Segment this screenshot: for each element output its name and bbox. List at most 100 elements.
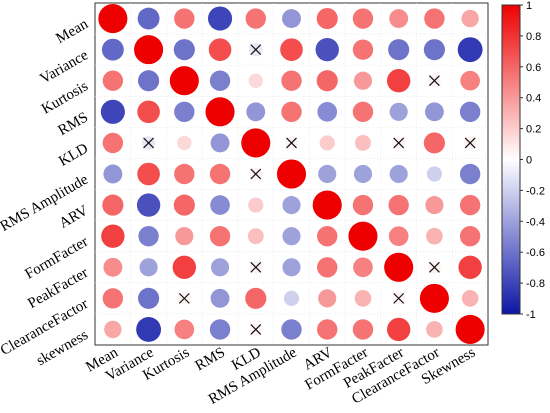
cell-circle [352,319,374,340]
cell-circle [318,289,337,308]
insignificant-mark [250,44,262,56]
cell-circle [459,163,481,185]
cell-circle [169,66,199,96]
cell-circle [174,163,195,185]
insignificant-mark [464,137,476,149]
cell-circle [205,97,235,127]
cell-circle [208,38,232,61]
cell-circle [246,102,266,122]
cell-circle [136,317,162,342]
cell-circle [423,132,445,154]
cell-circle [389,102,408,121]
colorbar-tick-label: -1 [526,309,536,321]
cell-circle [419,283,449,313]
cell-circle [103,257,123,277]
colorbar [501,4,521,315]
cell-circle [102,194,124,216]
cell-circle [137,100,160,124]
cell-circle [459,194,481,216]
cell-circle [281,70,302,91]
colorbar-tick-label: 0.8 [526,31,541,43]
cell-circle [386,317,411,342]
insignificant-mark [250,168,262,180]
cell-circle [317,257,338,278]
cell-circle [103,164,123,184]
cell-circle [388,194,409,216]
cell-circle [280,38,303,61]
cell-circle [352,101,374,123]
row-label: KLD [56,140,91,169]
cell-circle [172,255,197,279]
cell-circle [384,252,414,282]
cell-circle [424,8,445,29]
cell-circle [209,319,231,340]
cell-circle [458,255,482,279]
colorbar-tick-label: 0 [526,155,532,167]
cell-circle [174,319,195,340]
cell-circle [245,8,266,29]
cell-circle [174,8,195,29]
cell-circle [282,258,301,277]
cells [98,4,485,345]
insignificant-mark [393,137,405,149]
cell-circle [455,314,485,345]
cell-circle [104,320,122,339]
cell-circle [283,290,300,306]
cell-circle [318,164,337,184]
row-label: ARV [57,203,92,232]
cell-circle [354,134,371,151]
cell-circle [424,102,444,122]
cell-circle [282,227,301,246]
cell-circle [102,132,124,154]
cell-circle [207,6,233,31]
cell-circle [426,166,442,182]
cell-circle [136,193,161,217]
cell-circle [210,133,230,153]
colorbar-ticks: 1 0.8 0.6 0.4 0.2 0 -0.2 -0.4 -0.6 -0.8 -1 [520,0,545,321]
cell-circle [174,101,195,123]
cell-circle [173,39,195,61]
cell-circle [209,225,231,247]
cell-circle [389,164,408,184]
cell-circle [282,9,301,28]
cell-circle [139,258,158,277]
cell-circle [138,225,159,247]
cell-circle [457,37,483,63]
cell-circle [102,70,124,91]
cell-circle [281,319,302,340]
insignificant-mark [286,137,297,149]
cell-circle [102,288,124,309]
colorbar-tick-label: -0.6 [526,247,545,259]
cell-circle [460,70,480,91]
cell-circle [388,39,410,61]
cell-circle [348,221,378,251]
plot-frame [94,2,489,346]
cell-circle [426,227,443,245]
cell-circle [317,319,338,340]
insignificant-mark [428,261,440,273]
cell-circle [353,257,373,278]
cell-circle [276,159,307,189]
grid-lines [95,3,488,345]
cell-circle [137,7,160,30]
cell-circle [459,225,481,247]
cell-circle [210,258,230,277]
cell-circle [352,8,374,29]
cell-circle [459,101,481,123]
cell-circle [386,69,411,93]
cell-circle [173,194,195,216]
cell-circle [209,163,231,185]
insignificant-mark [428,75,440,87]
cell-circle [241,128,271,158]
cell-circle [138,70,160,92]
cell-circle [425,196,444,215]
cell-circle [316,70,338,92]
cell-circle [461,290,479,307]
insignificant-mark [143,137,155,149]
cell-circle [423,39,445,61]
cell-circle [317,101,338,122]
cell-circle [282,196,301,215]
cell-circle [137,162,160,186]
